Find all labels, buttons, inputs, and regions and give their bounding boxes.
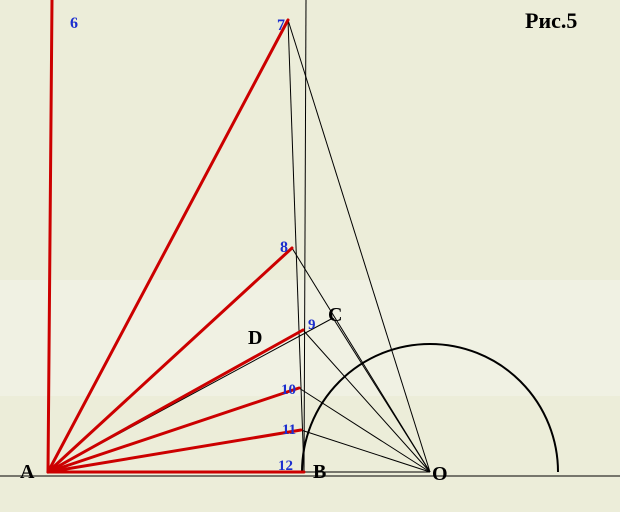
- label: 11: [282, 422, 296, 438]
- label: A: [20, 461, 35, 483]
- geometry-figure: Рис.5 6 7 8 9 10 11 12 A B C D O: [0, 0, 620, 512]
- label: 6: [70, 15, 78, 32]
- label: 7: [277, 17, 285, 34]
- label: 10: [281, 382, 296, 398]
- figure-title: Рис.5: [525, 8, 577, 33]
- label: 9: [308, 317, 316, 333]
- label: D: [248, 327, 262, 349]
- label: O: [432, 463, 448, 485]
- label: C: [328, 304, 342, 326]
- label: 12: [278, 458, 293, 474]
- background: [0, 0, 620, 512]
- label: B: [313, 461, 326, 483]
- label: 8: [280, 239, 288, 256]
